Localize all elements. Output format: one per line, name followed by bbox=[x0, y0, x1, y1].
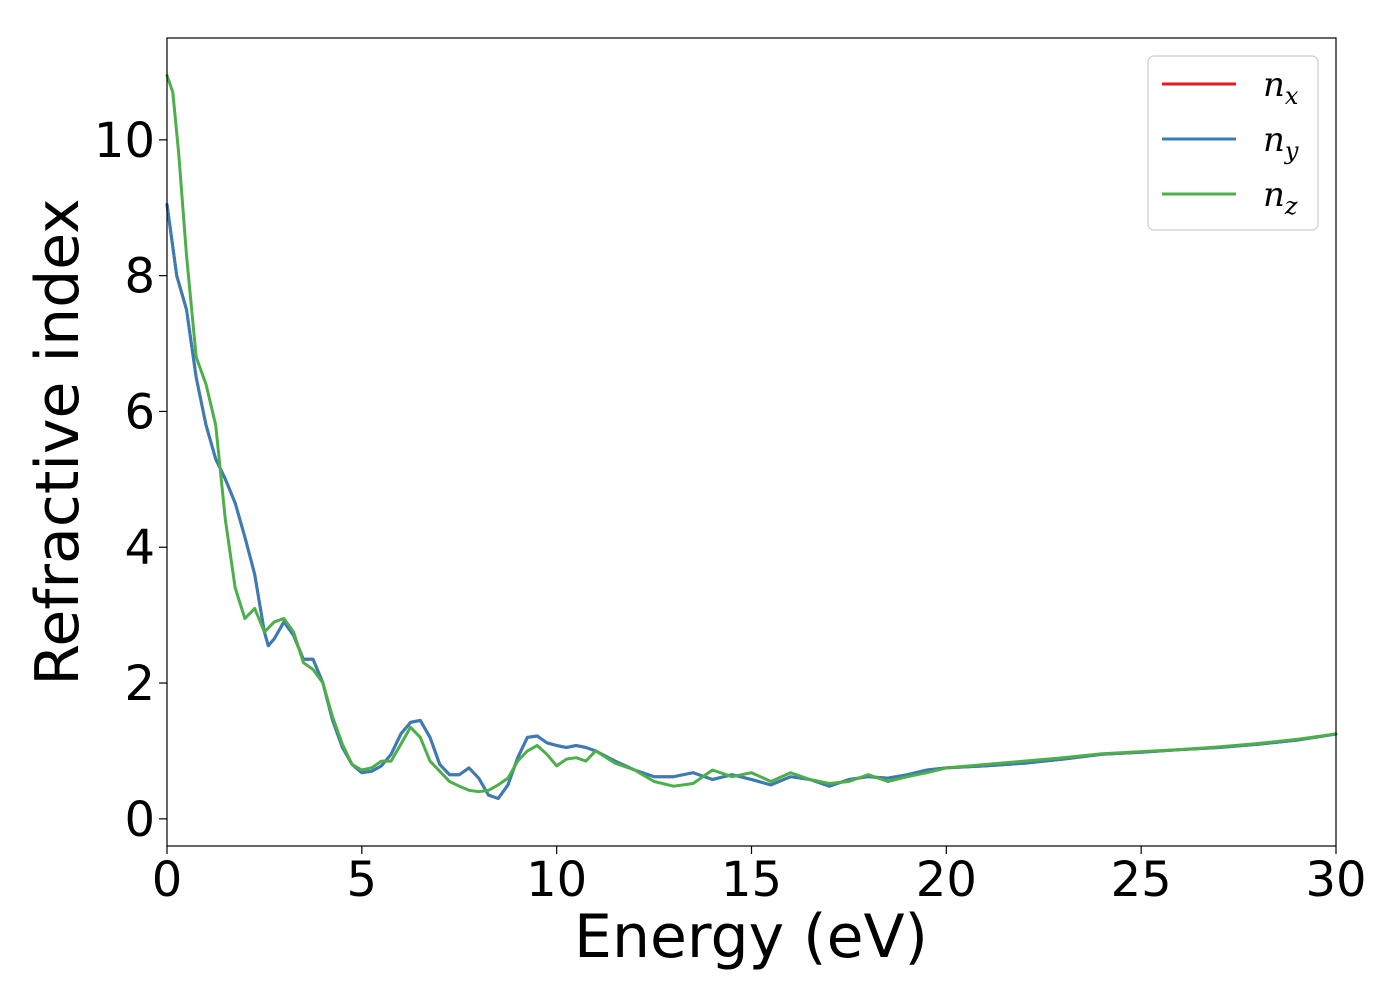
y-tick-label: 0 bbox=[124, 792, 155, 848]
x-tick-label: 25 bbox=[1111, 852, 1172, 908]
x-tick-label: 0 bbox=[152, 852, 183, 908]
x-axis-label: Energy (eV) bbox=[574, 902, 928, 972]
series-layer bbox=[165, 73, 1338, 800]
x-tick-label: 30 bbox=[1305, 852, 1366, 908]
y-tick-label: 10 bbox=[94, 113, 155, 169]
y-tick-label: 6 bbox=[124, 384, 155, 440]
legend-subscript: x bbox=[1285, 82, 1299, 110]
legend-subscript: z bbox=[1284, 192, 1298, 220]
x-axis-ticks: 0 5 10 15 20 25 30 bbox=[152, 846, 1367, 908]
legend-subscript: y bbox=[1284, 137, 1299, 165]
legend-box bbox=[1147, 55, 1319, 231]
y-tick-label: 8 bbox=[124, 249, 155, 305]
x-tick-label: 15 bbox=[721, 852, 782, 908]
y-tick-label: 4 bbox=[124, 520, 155, 576]
y-tick-label: 2 bbox=[124, 656, 155, 712]
y-axis-ticks: 0 2 4 6 8 10 bbox=[94, 113, 167, 848]
series-line-nz bbox=[165, 73, 1338, 794]
x-tick-label: 10 bbox=[526, 852, 587, 908]
x-tick-label: 5 bbox=[347, 852, 378, 908]
x-tick-label: 20 bbox=[916, 852, 977, 908]
y-axis-label: Refractive index bbox=[23, 198, 93, 685]
